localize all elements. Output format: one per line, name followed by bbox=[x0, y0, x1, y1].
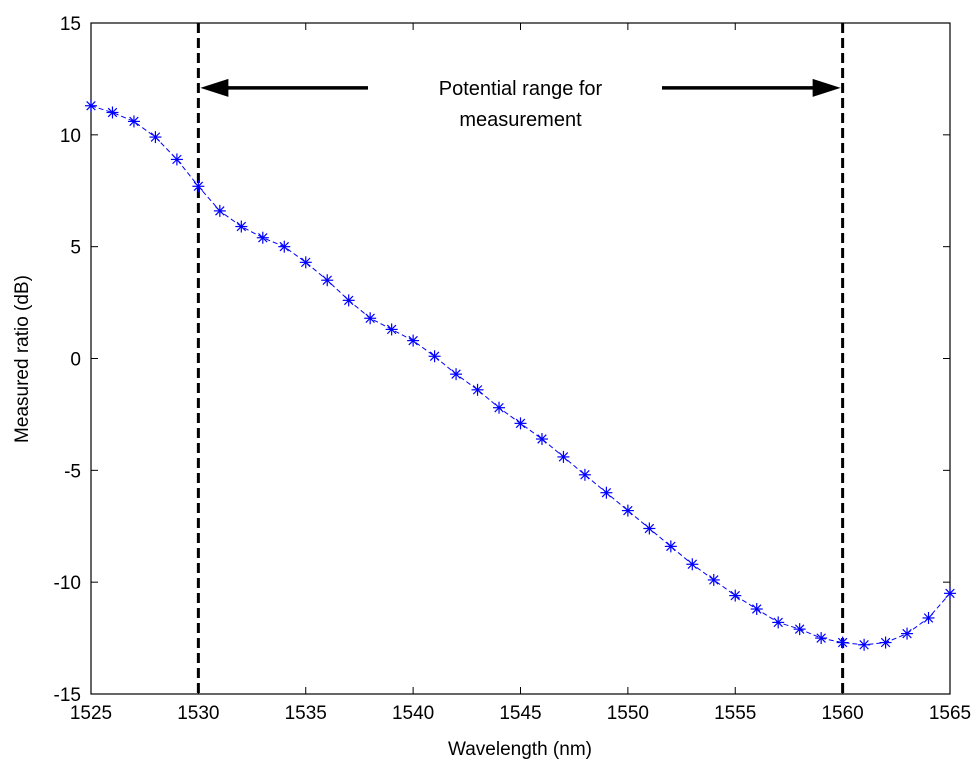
x-tick-label: 1545 bbox=[499, 703, 541, 724]
data-point bbox=[944, 587, 956, 600]
data-point bbox=[321, 274, 334, 287]
data-point bbox=[342, 294, 355, 307]
plot-area bbox=[90, 22, 951, 695]
data-point bbox=[729, 589, 742, 602]
data-point bbox=[793, 623, 806, 636]
data-point bbox=[170, 153, 183, 166]
data-point bbox=[535, 433, 548, 446]
data-series bbox=[85, 99, 956, 651]
data-point bbox=[643, 522, 656, 535]
y-tick-label: 10 bbox=[60, 126, 81, 147]
data-point bbox=[879, 636, 892, 649]
data-point bbox=[428, 350, 441, 363]
x-tick-label: 1540 bbox=[392, 703, 434, 724]
data-point bbox=[450, 368, 463, 381]
x-tick-label: 1560 bbox=[821, 703, 863, 724]
data-point bbox=[213, 204, 226, 217]
data-point bbox=[664, 540, 677, 553]
data-point bbox=[707, 573, 720, 586]
data-point bbox=[127, 115, 140, 128]
data-point bbox=[686, 558, 699, 571]
data-point bbox=[149, 131, 162, 144]
data-point bbox=[922, 611, 935, 624]
y-tick-label: -10 bbox=[54, 573, 81, 594]
x-tick-label: 1555 bbox=[714, 703, 756, 724]
data-point bbox=[192, 180, 205, 193]
data-point bbox=[815, 632, 828, 645]
data-point bbox=[858, 638, 871, 651]
x-tick-label: 1525 bbox=[70, 703, 112, 724]
data-point bbox=[557, 450, 570, 463]
range-markers bbox=[196, 23, 845, 694]
y-tick-label: -15 bbox=[54, 685, 81, 706]
data-point bbox=[578, 468, 591, 481]
data-point bbox=[385, 323, 398, 336]
data-point bbox=[901, 627, 914, 640]
data-point bbox=[750, 603, 763, 616]
data-point bbox=[621, 504, 634, 517]
data-point bbox=[772, 616, 785, 629]
y-tick-label: 0 bbox=[70, 350, 81, 371]
data-point bbox=[235, 220, 248, 233]
x-tick-label: 1535 bbox=[285, 703, 327, 724]
data-point bbox=[471, 383, 484, 396]
annotation-line-2: measurement bbox=[459, 109, 582, 131]
right-arrow-head bbox=[812, 78, 841, 97]
range-annotation: Potential range for measurement bbox=[200, 78, 841, 131]
data-point bbox=[106, 106, 119, 119]
x-tick-label: 1530 bbox=[177, 703, 219, 724]
y-tick-label: -5 bbox=[64, 461, 81, 482]
axes-ticks: 1525 1530 1535 1540 1545 1550 1555 1560 1565-15-… bbox=[54, 14, 972, 724]
data-point bbox=[493, 401, 506, 414]
data-point bbox=[278, 240, 291, 253]
x-tick-label: 1550 bbox=[607, 703, 649, 724]
y-axis-label: Measured ratio (dB) bbox=[12, 275, 33, 443]
x-axis-label: Wavelength (nm) bbox=[448, 739, 592, 760]
data-point bbox=[514, 417, 527, 430]
data-point bbox=[85, 99, 97, 112]
data-point bbox=[600, 486, 613, 499]
data-point bbox=[407, 334, 420, 347]
data-point bbox=[299, 256, 312, 269]
y-tick-label: 15 bbox=[60, 14, 81, 35]
data-point bbox=[836, 636, 849, 649]
data-point bbox=[364, 312, 377, 325]
left-arrow-head bbox=[200, 78, 229, 97]
annotation-line-1: Potential range for bbox=[439, 78, 603, 100]
y-tick-label: 5 bbox=[70, 238, 81, 259]
data-point bbox=[256, 231, 269, 244]
x-tick-label: 1565 bbox=[929, 703, 971, 724]
